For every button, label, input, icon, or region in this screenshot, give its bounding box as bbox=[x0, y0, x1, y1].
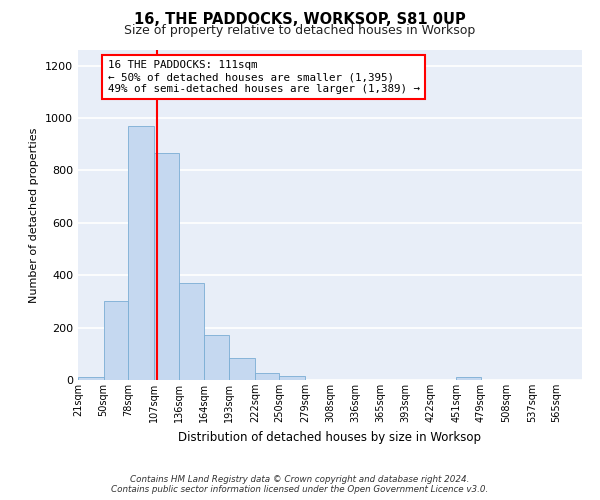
Bar bbox=[255, 374, 280, 380]
Bar bbox=[154, 152, 179, 380]
Bar bbox=[128, 126, 154, 380]
Bar bbox=[78, 377, 104, 380]
Bar bbox=[280, 376, 305, 380]
Text: 16, THE PADDOCKS, WORKSOP, S81 0UP: 16, THE PADDOCKS, WORKSOP, S81 0UP bbox=[134, 12, 466, 28]
Text: Contains HM Land Registry data © Crown copyright and database right 2024.
Contai: Contains HM Land Registry data © Crown c… bbox=[112, 474, 488, 494]
Y-axis label: Number of detached properties: Number of detached properties bbox=[29, 128, 40, 302]
Bar bbox=[456, 377, 481, 380]
Bar bbox=[204, 336, 229, 380]
Text: 16 THE PADDOCKS: 111sqm
← 50% of detached houses are smaller (1,395)
49% of semi: 16 THE PADDOCKS: 111sqm ← 50% of detache… bbox=[108, 60, 420, 94]
Bar bbox=[229, 358, 255, 380]
Bar bbox=[104, 301, 128, 380]
X-axis label: Distribution of detached houses by size in Worksop: Distribution of detached houses by size … bbox=[179, 430, 482, 444]
Text: Size of property relative to detached houses in Worksop: Size of property relative to detached ho… bbox=[124, 24, 476, 37]
Bar bbox=[179, 283, 204, 380]
